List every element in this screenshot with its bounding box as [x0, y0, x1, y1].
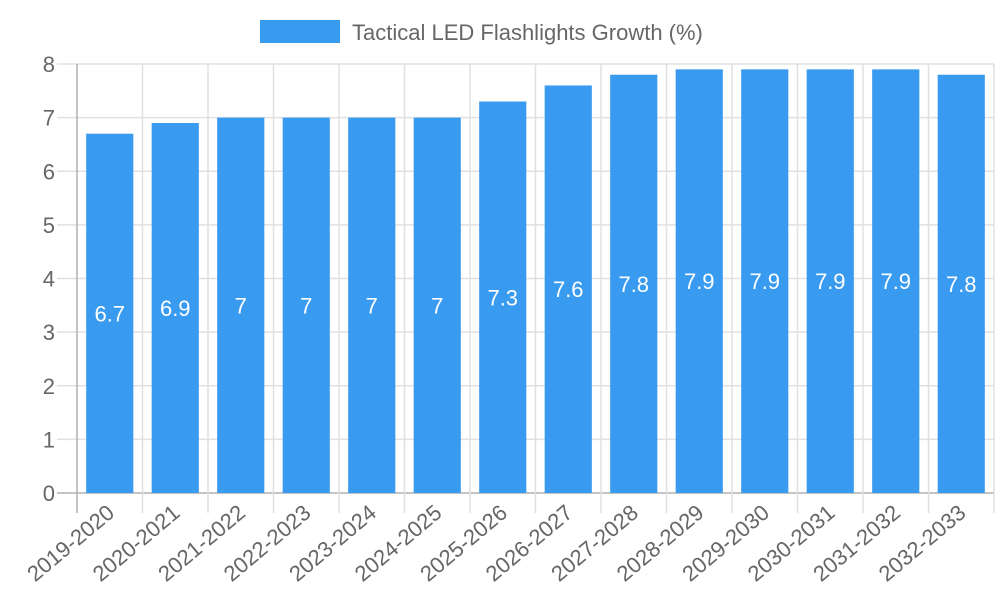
legend[interactable]: Tactical LED Flashlights Growth (%) [260, 20, 703, 45]
y-tick-label: 1 [43, 427, 55, 452]
y-tick-label: 4 [43, 267, 55, 292]
data-label: 7 [235, 293, 247, 318]
bar [86, 133, 134, 493]
data-label: 7.9 [749, 269, 780, 294]
data-label: 6.9 [160, 296, 191, 321]
data-label: 7.9 [880, 269, 911, 294]
y-tick-label: 8 [43, 52, 55, 77]
data-label: 7.9 [684, 269, 715, 294]
bar [348, 117, 396, 493]
data-label: 7.8 [946, 272, 977, 297]
bars [86, 69, 985, 494]
data-label: 7 [300, 293, 312, 318]
data-label: 7.8 [618, 272, 649, 297]
y-tick-label: 3 [43, 320, 55, 345]
data-label: 6.7 [94, 301, 125, 326]
y-tick-label: 7 [43, 106, 55, 131]
bar [937, 74, 985, 493]
bar [282, 117, 330, 493]
legend-swatch [260, 20, 340, 43]
legend-label: Tactical LED Flashlights Growth (%) [352, 20, 703, 45]
y-tick-label: 6 [43, 159, 55, 184]
data-label: 7.9 [815, 269, 846, 294]
y-tick-label: 5 [43, 213, 55, 238]
bar [544, 85, 592, 493]
bar [872, 69, 920, 494]
data-label: 7 [366, 293, 378, 318]
grid [57, 63, 995, 513]
bar [217, 117, 265, 493]
data-label: 7 [431, 293, 443, 318]
data-label: 7.6 [553, 277, 584, 302]
bar [741, 69, 789, 494]
bar [806, 69, 854, 494]
y-tick-label: 0 [43, 481, 55, 506]
bar [675, 69, 723, 494]
bar [151, 122, 199, 494]
y-tick-label: 2 [43, 374, 55, 399]
bar [479, 101, 527, 493]
bar [413, 117, 461, 493]
bar [610, 74, 658, 493]
data-label: 7.3 [487, 285, 518, 310]
